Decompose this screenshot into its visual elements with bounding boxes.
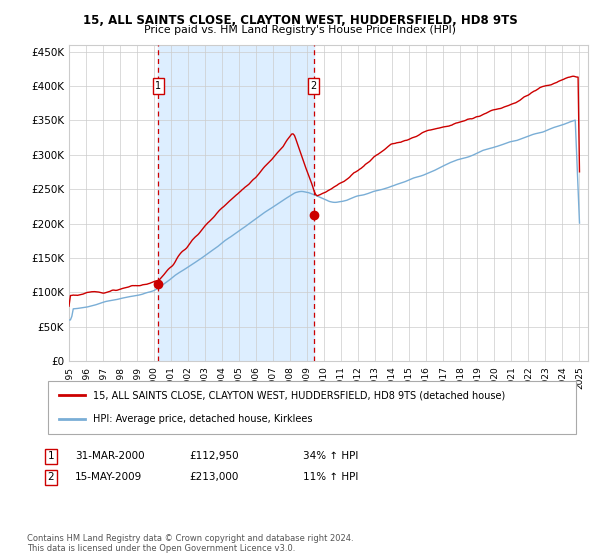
FancyBboxPatch shape — [48, 381, 576, 434]
Text: £213,000: £213,000 — [189, 472, 238, 482]
Text: Contains HM Land Registry data © Crown copyright and database right 2024.
This d: Contains HM Land Registry data © Crown c… — [27, 534, 353, 553]
Text: 31-MAR-2000: 31-MAR-2000 — [75, 451, 145, 461]
Text: 1: 1 — [47, 451, 55, 461]
Bar — [158, 45, 314, 361]
Text: HPI: Average price, detached house, Kirklees: HPI: Average price, detached house, Kirk… — [93, 414, 313, 424]
Text: 1: 1 — [155, 81, 161, 91]
Text: 2: 2 — [47, 472, 55, 482]
Text: 15, ALL SAINTS CLOSE, CLAYTON WEST, HUDDERSFIELD, HD8 9TS (detached house): 15, ALL SAINTS CLOSE, CLAYTON WEST, HUDD… — [93, 390, 505, 400]
Text: £112,950: £112,950 — [189, 451, 239, 461]
Text: 34% ↑ HPI: 34% ↑ HPI — [303, 451, 358, 461]
Text: Price paid vs. HM Land Registry's House Price Index (HPI): Price paid vs. HM Land Registry's House … — [144, 25, 456, 35]
Text: 11% ↑ HPI: 11% ↑ HPI — [303, 472, 358, 482]
Text: 15, ALL SAINTS CLOSE, CLAYTON WEST, HUDDERSFIELD, HD8 9TS: 15, ALL SAINTS CLOSE, CLAYTON WEST, HUDD… — [83, 14, 517, 27]
Text: 2: 2 — [310, 81, 317, 91]
Text: 15-MAY-2009: 15-MAY-2009 — [75, 472, 142, 482]
